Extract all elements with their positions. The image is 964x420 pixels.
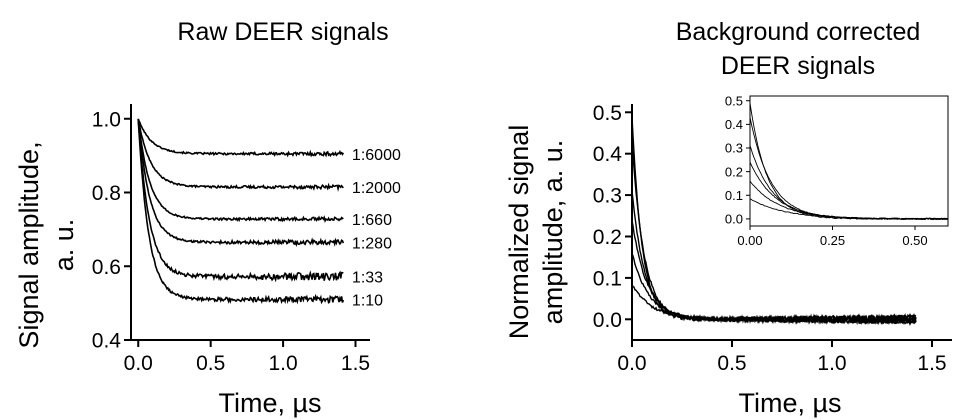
chart1-series-line (137, 118, 345, 158)
chart2-xlabel: Time, µs (738, 388, 841, 418)
inset-series-line (749, 162, 949, 221)
chart1-series-line (137, 118, 345, 305)
chart1-ticks: 0.0 0.5 1.0 1.5 0.4 0.6 0.8 1.0 (92, 108, 370, 375)
chart1-xtick-label: 1.0 (268, 352, 297, 375)
inset-ytick-label: 0.5 (725, 93, 743, 108)
chart2-series-line (631, 141, 917, 326)
inset-axes (749, 95, 949, 227)
inset-ytick-label: 0.4 (725, 117, 743, 132)
inset-chart: 0.00 0.25 0.50 0.0 0.1 0.2 0.3 0.4 0.5 (725, 93, 949, 248)
chart2-ticks: 0.0 0.5 1.0 1.5 0.0 0.1 0.2 0.3 0.4 0.5 (593, 102, 947, 375)
chart2-xtick-label: 1.0 (817, 352, 846, 375)
chart2-title-line1: Background corrected (676, 18, 921, 46)
chart1-series-label: 1:6000 (352, 147, 401, 164)
corrected-deer-chart: Background corrected DEER signals Normal… (504, 18, 952, 418)
chart1-xtick-label: 0.0 (124, 352, 153, 375)
chart2-ytick-label: 0.4 (593, 143, 623, 166)
inset-xtick-label: 0.00 (737, 233, 762, 248)
inset-xtick-label: 0.25 (820, 233, 845, 248)
chart2-series-line (631, 116, 917, 326)
chart1-ytick-label: 0.6 (92, 256, 121, 279)
chart1-xtick-label: 1.5 (341, 352, 370, 375)
inset-series-line (749, 103, 949, 221)
chart2-xtick-label: 0.5 (717, 352, 746, 375)
chart1-ylabel-line2: a. u. (49, 219, 79, 272)
chart2-ytick-label: 0.0 (593, 309, 622, 332)
inset-series (749, 103, 949, 221)
chart1-series-line (137, 119, 344, 283)
chart1-ytick-label: 0.8 (92, 182, 121, 205)
raw-deer-chart: Raw DEER signals Signal amplitude, a. u.… (14, 18, 401, 418)
inset-xtick-label: 0.50 (902, 233, 927, 248)
inset-ytick-label: 0.2 (725, 164, 743, 179)
chart1-series-line (137, 118, 344, 223)
chart2-series-line (631, 220, 917, 325)
chart2-series-line (631, 284, 917, 325)
inset-ytick-label: 0.3 (725, 141, 743, 156)
chart1-xlabel: Time, µs (218, 388, 321, 418)
chart1-series-line (137, 118, 345, 248)
chart2-series (631, 116, 917, 326)
chart1-series-label: 1:280 (352, 235, 392, 252)
chart2-ylabel-line1: Normalized signal (504, 125, 534, 340)
chart1-series-label: 1:10 (352, 292, 383, 309)
chart2-series-line (631, 191, 917, 325)
chart2-ytick-label: 0.1 (593, 267, 622, 290)
chart2-ytick-label: 0.5 (593, 102, 622, 125)
chart1-series (137, 118, 345, 305)
inset-series-line (749, 145, 949, 220)
inset-series-line (749, 117, 949, 221)
chart2-xtick-label: 1.5 (917, 352, 946, 375)
chart1-series-line (137, 118, 344, 192)
inset-ytick-label: 0.0 (725, 212, 743, 227)
chart2-ytick-label: 0.2 (593, 226, 622, 249)
chart1-ytick-label: 1.0 (92, 108, 121, 131)
chart2-ylabel-line2: amplitude, a. u. (538, 140, 568, 325)
chart1-series-label: 1:660 (352, 212, 392, 229)
chart1-ylabel-line1: Signal amplitude, (14, 141, 44, 348)
chart1-series-labels: 1:6000 1:2000 1:660 1:280 1:33 1:10 (352, 147, 401, 310)
chart2-title-line2: DEER signals (721, 52, 875, 80)
chart1-series-label: 1:33 (352, 270, 383, 287)
chart1-title: Raw DEER signals (177, 18, 388, 46)
inset-series-line (749, 180, 949, 221)
chart2-axes (631, 104, 952, 341)
inset-series-line (749, 198, 949, 220)
inset-frame (749, 95, 949, 227)
inset-ticks: 0.00 0.25 0.50 0.0 0.1 0.2 0.3 0.4 0.5 (725, 93, 928, 248)
chart2-ytick-label: 0.3 (593, 185, 622, 208)
inset-ytick-label: 0.1 (725, 188, 743, 203)
chart1-axes (130, 104, 370, 341)
chart1-xtick-label: 0.5 (196, 352, 225, 375)
chart1-series-label: 1:2000 (352, 180, 401, 197)
chart1-ytick-label: 0.4 (92, 330, 122, 353)
chart2-xtick-label: 0.0 (617, 352, 646, 375)
